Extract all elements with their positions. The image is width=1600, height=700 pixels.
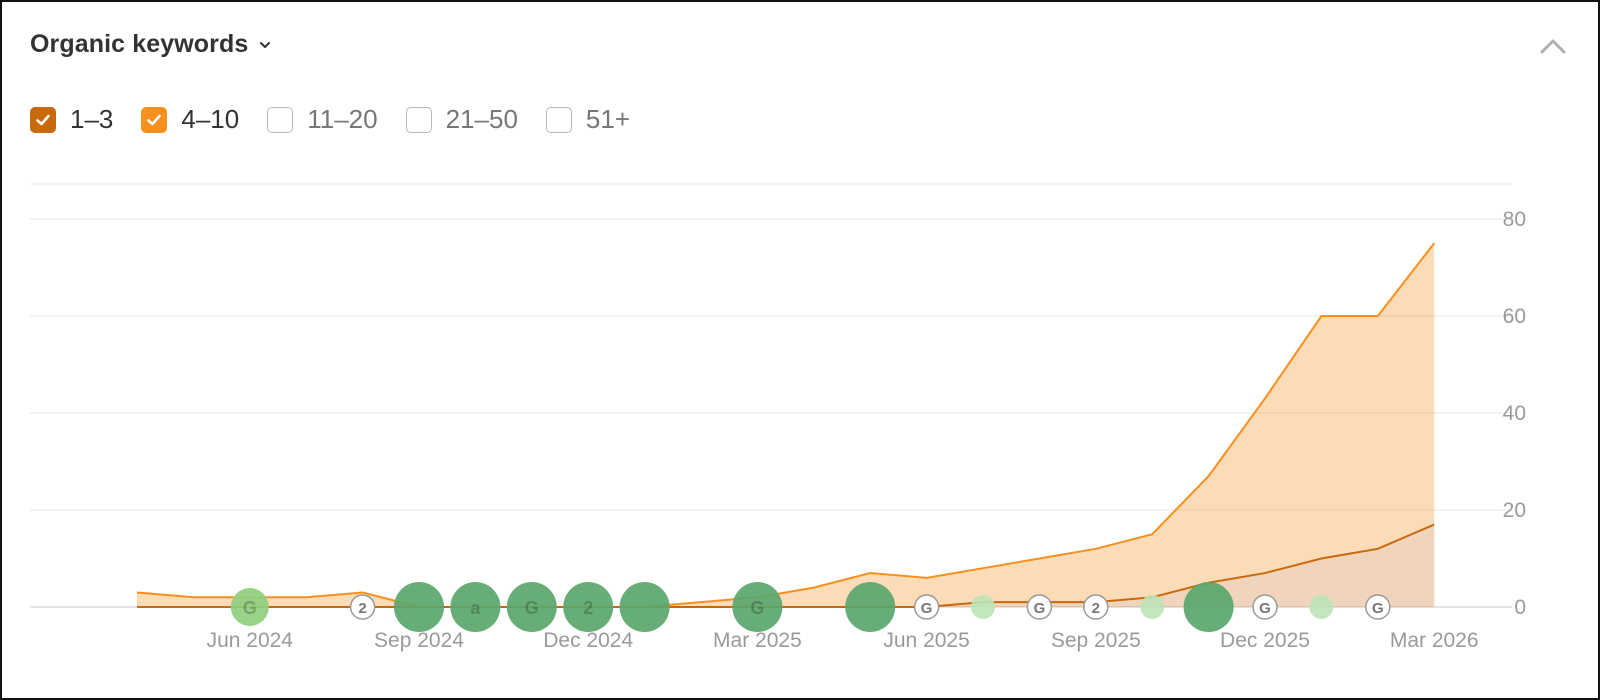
- chevron-down-icon: [260, 41, 271, 48]
- annotation-symbol: G: [1259, 600, 1271, 617]
- annotation-google-update: G: [506, 582, 557, 632]
- annotation-circle: [732, 582, 783, 632]
- filter-checkbox[interactable]: [545, 106, 572, 133]
- filter-label: 11–20: [307, 104, 378, 134]
- annotation-symbol: G: [1372, 600, 1384, 617]
- filter-11-20[interactable]: 11–20: [267, 104, 378, 135]
- x-tick-label: Sep 2025: [1051, 629, 1141, 652]
- filter-51-plus[interactable]: 51+: [545, 104, 631, 135]
- filter-4-10[interactable]: 4–10: [141, 104, 239, 135]
- x-tick-label: Jun 2024: [207, 629, 294, 652]
- annotation-circle: [349, 594, 376, 620]
- filter-checkbox[interactable]: [405, 106, 432, 133]
- annotation-google-update: G: [1365, 594, 1391, 620]
- annotation-circle: [1365, 594, 1391, 620]
- annotation-symbol: G: [525, 598, 539, 618]
- annotation-google-update: G: [230, 588, 269, 626]
- y-tick-label: 20: [1503, 499, 1526, 522]
- annotation-google-update: G: [913, 594, 940, 620]
- annotation-circle: [230, 588, 269, 626]
- annotation-symbol: G: [750, 598, 764, 618]
- annotation-event: [971, 595, 995, 619]
- annotation-count: 2: [349, 594, 376, 620]
- x-tick-label: Mar 2025: [713, 629, 802, 652]
- annotation-symbol: 2: [358, 600, 366, 617]
- annotation-circle: [1309, 595, 1334, 619]
- position-filters: 1–3 4–10 11–20 21–50 51+: [30, 104, 630, 135]
- area-1-3: [137, 524, 1435, 607]
- annotation-circle: [913, 594, 940, 620]
- x-tick-label: Jun 2025: [883, 629, 969, 652]
- filter-label: 21–50: [445, 104, 518, 134]
- annotation-google-update: G: [1252, 594, 1278, 620]
- y-tick-label: 40: [1503, 402, 1526, 425]
- annotation-circle: [1083, 594, 1109, 620]
- annotation-circle: [1183, 582, 1234, 632]
- annotation-symbol: a: [470, 598, 481, 618]
- filter-21-50[interactable]: 21–50: [405, 104, 518, 135]
- annotation-circle: [1140, 595, 1165, 619]
- annotation-event: [394, 582, 444, 632]
- annotation-circle: [1252, 594, 1278, 620]
- annotation-circle: [1026, 594, 1053, 620]
- filter-checkbox[interactable]: [141, 106, 168, 133]
- annotation-symbol: 2: [1092, 600, 1100, 617]
- annotation-event: [1140, 595, 1165, 619]
- chevron-up-icon[interactable]: [1538, 34, 1568, 60]
- annotation-count: 2: [563, 582, 614, 632]
- line-4-10: [136, 242, 1435, 608]
- x-tick-label: Sep 2024: [374, 629, 464, 652]
- y-tick-label: 80: [1503, 208, 1526, 231]
- annotation-circle: [394, 582, 444, 632]
- annotation-event: [1183, 582, 1234, 632]
- annotation-symbol: G: [1034, 600, 1046, 617]
- y-tick-label: 60: [1503, 305, 1526, 328]
- annotation-circle: [619, 582, 670, 632]
- annotation-circle: [506, 582, 557, 632]
- filter-checkbox[interactable]: [30, 106, 56, 133]
- y-tick-label: 0: [1514, 596, 1526, 619]
- panel-title: Organic keywords: [30, 30, 249, 58]
- checkmark-icon: [36, 114, 50, 125]
- filter-checkbox[interactable]: [267, 106, 294, 133]
- x-tick-label: Dec 2024: [543, 629, 633, 652]
- annotation-event: [619, 582, 670, 632]
- annotation-event: [845, 582, 896, 632]
- filter-label: 1–3: [70, 104, 114, 134]
- annotation-google-update: G: [732, 582, 783, 632]
- annotation-amazon: a: [450, 582, 501, 632]
- checkmark-icon: [147, 114, 162, 125]
- panel-header[interactable]: Organic keywords: [30, 30, 272, 59]
- annotation-symbol: G: [921, 600, 933, 617]
- area-4-10: [137, 243, 1435, 607]
- filter-1-3[interactable]: 1–3: [30, 104, 113, 135]
- x-tick-label: Mar 2026: [1390, 629, 1479, 652]
- annotation-circle: [971, 595, 995, 619]
- filter-label: 4–10: [181, 104, 240, 134]
- annotation-circle: [563, 582, 614, 632]
- x-tick-label: Dec 2025: [1220, 629, 1310, 652]
- annotation-symbol: 2: [583, 598, 593, 618]
- annotation-google-update: G: [1026, 594, 1053, 620]
- annotation-count: 2: [1083, 594, 1109, 620]
- filter-label: 51+: [585, 104, 631, 134]
- annotation-circle: [845, 582, 896, 632]
- annotation-symbol: G: [243, 598, 257, 618]
- annotation-event: [1309, 595, 1334, 619]
- annotation-circle: [450, 582, 501, 632]
